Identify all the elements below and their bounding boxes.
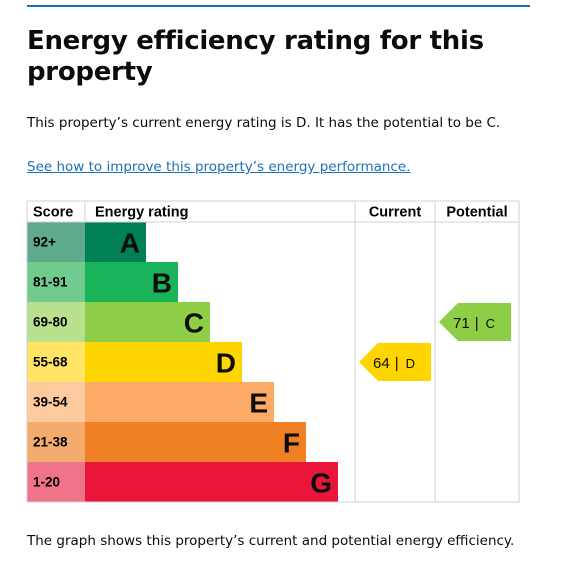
current-letter: D <box>406 356 415 371</box>
rating-letter: G <box>310 468 332 499</box>
potential-value: 71 <box>453 315 470 332</box>
score-cell <box>27 462 85 502</box>
rating-letter: E <box>249 388 268 419</box>
score-label: 92+ <box>33 235 56 250</box>
column-header: Energy rating <box>95 205 188 221</box>
score-cell <box>27 222 85 262</box>
rating-letter: A <box>120 228 140 259</box>
current-arrow <box>359 343 431 381</box>
summary: This property’s current energy rating is… <box>27 115 501 131</box>
score-label: 81-91 <box>33 275 68 290</box>
rating-letter: D <box>216 348 236 379</box>
page-title: Energy efficiency rating for this proper… <box>27 26 484 87</box>
potential-rating: 71 | C <box>439 303 511 341</box>
improve-link[interactable]: See how to improve this property’s energ… <box>27 159 411 175</box>
footer-text: The graph shows this property’s current … <box>27 533 515 549</box>
current-value: 64 <box>373 355 390 372</box>
column-header: Score <box>33 205 73 221</box>
score-label: 1-20 <box>33 475 60 490</box>
rating-bar <box>85 342 242 382</box>
current-separator: | <box>395 355 399 372</box>
score-cell <box>27 262 85 302</box>
potential-separator: | <box>475 315 479 332</box>
score-cell <box>27 422 85 462</box>
rating-bar <box>85 302 210 342</box>
rating-bar <box>85 422 306 462</box>
score-label: 55-68 <box>33 355 68 370</box>
rating-letter: C <box>184 308 204 339</box>
score-label: 21-38 <box>33 435 68 450</box>
potential-arrow <box>439 303 511 341</box>
score-cell <box>27 382 85 422</box>
rating-bar <box>85 222 146 262</box>
column-header: Potential <box>446 205 507 221</box>
score-cell <box>27 342 85 382</box>
score-label: 39-54 <box>33 395 68 410</box>
potential-label: 71 | C <box>453 315 495 332</box>
score-label: 69-80 <box>33 315 68 330</box>
rating-letter: F <box>283 428 300 459</box>
column-header: Current <box>369 205 422 221</box>
rating-bar <box>85 262 178 302</box>
rating-bar <box>85 382 274 422</box>
rating-letter: B <box>152 268 172 299</box>
current-rating: 64 | D <box>359 343 431 381</box>
score-cell <box>27 302 85 342</box>
potential-letter: C <box>486 316 495 331</box>
rating-bar <box>85 462 338 502</box>
current-label: 64 | D <box>373 355 415 372</box>
top-rule <box>27 5 530 7</box>
